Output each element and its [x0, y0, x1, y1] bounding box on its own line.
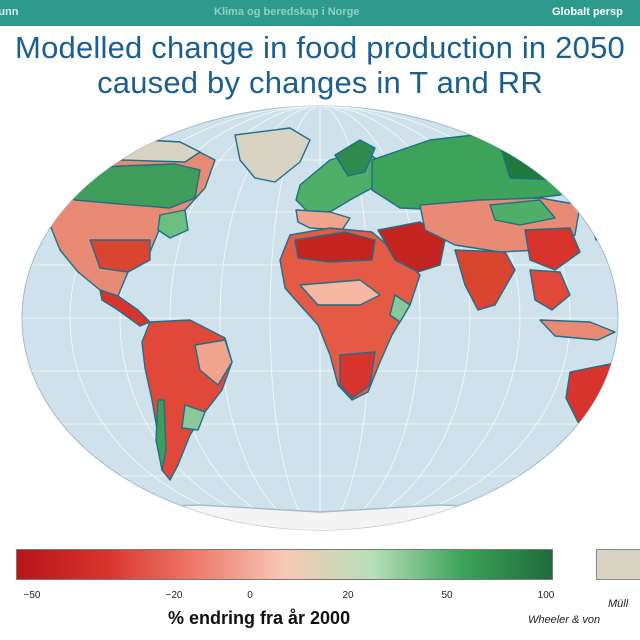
usa-east-green: [157, 209, 189, 239]
greenland: [234, 127, 311, 183]
chile-green: [155, 399, 167, 471]
header-right-text: Globalt persp: [552, 6, 623, 18]
header-left-text: runn: [0, 6, 19, 18]
siberia-dark: [499, 144, 591, 181]
header-bar: runn Klima og beredskap i Norge Globalt …: [0, 0, 640, 26]
color-scale-bar: [16, 549, 553, 580]
middle-east: [377, 221, 446, 273]
china-north-green: [489, 199, 556, 226]
scandinavia: [334, 139, 376, 177]
source-credit-1: Müll: [608, 598, 629, 610]
southeast-asia: [529, 269, 571, 311]
brazil-east-light: [194, 339, 233, 386]
scale-tick-100: 100: [537, 590, 555, 601]
sahel-light: [299, 279, 381, 306]
scale-tick-20: 20: [342, 590, 354, 601]
southern-africa: [339, 351, 376, 399]
header-center-text: Klima og beredskap i Norge: [214, 6, 360, 18]
source-credit-2: Wheeler & von: [528, 614, 601, 626]
world-map: [21, 105, 619, 531]
india: [454, 249, 516, 311]
china-south: [524, 227, 581, 271]
sahara-north: [294, 231, 376, 263]
usa-south: [89, 239, 151, 273]
title-line-2: caused by changes in T and RR: [97, 65, 543, 100]
scale-tick-50: 50: [441, 590, 453, 601]
page-title: Modelled change in food production in 20…: [0, 30, 640, 100]
indonesia: [539, 319, 616, 341]
scale-label: % endring fra år 2000: [168, 608, 351, 628]
scale-tick-0: 0: [247, 590, 253, 601]
scale-tick-minus50: −50: [23, 590, 41, 601]
scale-tick-minus20: −20: [165, 590, 183, 601]
russia-east-red: [559, 139, 611, 171]
no-data-swatch: [596, 549, 640, 580]
central-america: [99, 289, 151, 327]
title-line-1: Modelled change in food production in 20…: [15, 30, 625, 65]
east-africa-green: [389, 294, 411, 323]
argentina-green: [181, 404, 206, 431]
australia: [565, 361, 618, 441]
